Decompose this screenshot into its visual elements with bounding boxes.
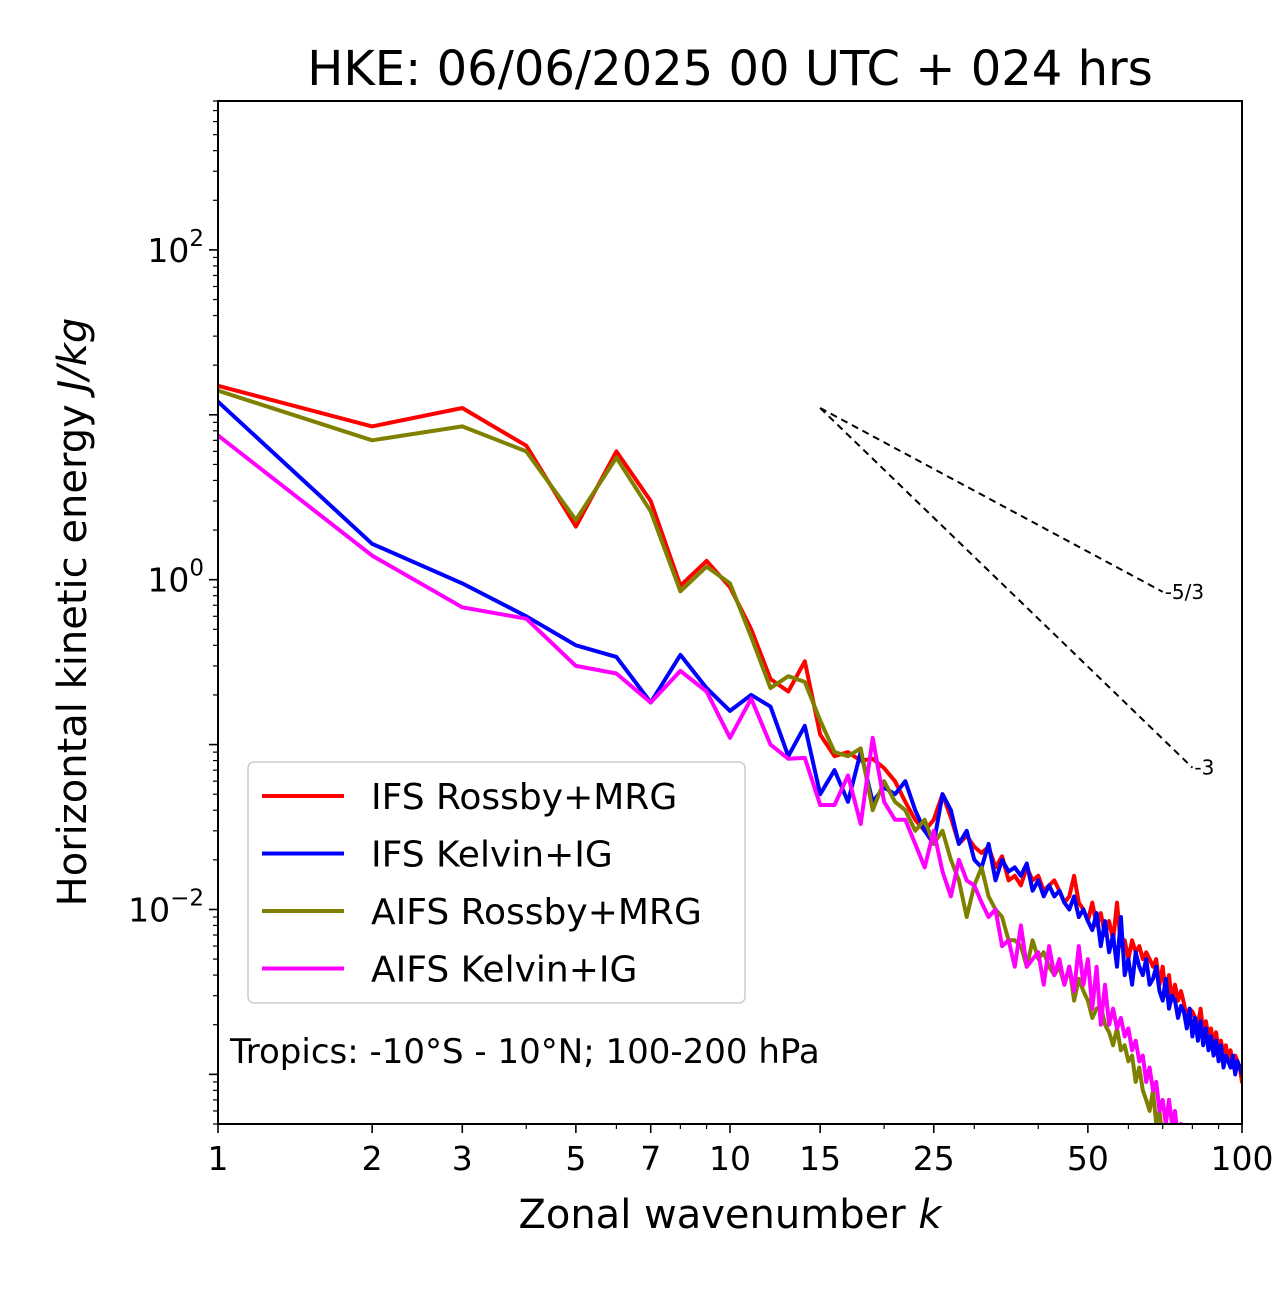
y-tick-label: 100 [147, 556, 204, 600]
legend: IFS Rossby+MRG IFS Kelvin+IG AIFS Rossby+M… [247, 761, 746, 1004]
legend-label: AIFS Rossby+MRG [371, 892, 702, 933]
y-tick-label: 10−2 [128, 885, 204, 929]
chart-title: HKE: 06/06/2025 00 UTC + 024 hrs [307, 41, 1153, 97]
x-tick-label: 7 [640, 1139, 661, 1178]
x-tick-label: 1 [208, 1139, 229, 1178]
y-axis: 102 100 10−2 [128, 100, 218, 1125]
legend-label: IFS Kelvin+IG [371, 835, 613, 876]
y-axis-label: Horizontal kinetic energy J/kg [50, 318, 96, 907]
x-tick-label: 50 [1067, 1139, 1109, 1178]
x-tick-label: 10 [709, 1139, 751, 1178]
x-tick-label: 2 [362, 1139, 383, 1178]
region-annotation: Tropics: -10°S - 10°N; 100-200 hPa [229, 1032, 820, 1072]
x-tick-label: 3 [452, 1139, 473, 1178]
reference-line-label: -3 [1194, 756, 1214, 780]
x-tick-label: 5 [565, 1139, 586, 1178]
x-tick-label: 25 [913, 1139, 955, 1178]
x-tick-label: 100 [1211, 1139, 1274, 1178]
x-tick-label: 15 [799, 1139, 841, 1178]
reference-line-1 [819, 407, 1164, 593]
reference-line-label: -5/3 [1165, 580, 1204, 604]
y-tick-label: 102 [147, 226, 204, 270]
legend-label: IFS Rossby+MRG [371, 777, 677, 818]
reference-lines: -5/3 -3 [819, 407, 1214, 780]
legend-label: AIFS Kelvin+IG [371, 950, 637, 991]
series-line-4 [218, 433, 1184, 1124]
x-axis: 1 2 3 5 7 10 15 25 50 100 [208, 1124, 1274, 1178]
series-layer [218, 383, 1242, 1124]
reference-line-2 [819, 407, 1194, 769]
legend-box [247, 761, 746, 1004]
x-axis-label: Zonal wavenumber k [518, 1192, 943, 1238]
series-line-2 [218, 399, 1242, 1077]
